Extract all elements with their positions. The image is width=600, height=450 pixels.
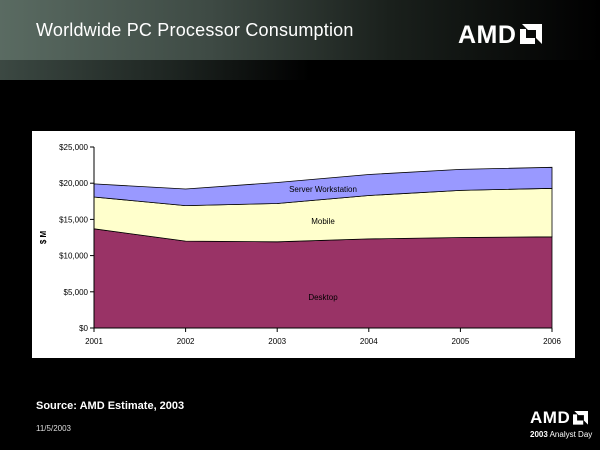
y-tick-label: $10,000 [59, 252, 88, 261]
y-tick-label: $15,000 [59, 215, 88, 224]
x-tick-label: 2003 [268, 337, 286, 346]
chart-container: Desktop Mobile Server Workstation $0 $5,000 $… [32, 131, 575, 358]
footer-event-name: Analyst Day [549, 430, 593, 439]
x-tick-label: 2001 [85, 337, 103, 346]
title-band-accent [0, 60, 310, 80]
amd-logo: AMD [458, 21, 543, 49]
x-tick-label: 2006 [543, 337, 561, 346]
area-desktop [93, 228, 553, 329]
footer-event-year: 2003 [530, 430, 548, 439]
footer-logo-text: AMD [530, 408, 571, 427]
x-tick-label: 2005 [452, 337, 470, 346]
series-label-mobile: Mobile [311, 217, 335, 226]
area-server-workstation [93, 166, 553, 207]
title-band [0, 0, 600, 60]
footer-logo: AMD 2003 Analyst Day [530, 408, 596, 440]
amd-arrow-icon [520, 24, 543, 44]
y-tick-label: $5,000 [64, 288, 89, 297]
series-label-server-workstation: Server Workstation [289, 185, 357, 194]
amd-arrow-icon [573, 410, 589, 425]
footer-event: 2003 Analyst Day [530, 430, 596, 439]
x-tick-label: 2004 [360, 337, 378, 346]
source-note: Source: AMD Estimate, 2003 [36, 400, 185, 412]
y-axis-label: $ M [39, 231, 48, 245]
amd-logo-text: AMD [458, 21, 517, 49]
stacked-area-chart: Desktop Mobile Server Workstation $0 $5,000 $… [39, 143, 561, 346]
y-tick-label: $0 [79, 324, 88, 333]
y-tick-label: $20,000 [59, 179, 88, 188]
x-tick-label: 2002 [177, 337, 195, 346]
slide-date: 11/5/2003 [36, 424, 71, 433]
slide-title: Worldwide PC Processor Consumption [36, 20, 354, 40]
series-label-desktop: Desktop [308, 293, 338, 302]
y-tick-label: $25,000 [59, 143, 88, 152]
